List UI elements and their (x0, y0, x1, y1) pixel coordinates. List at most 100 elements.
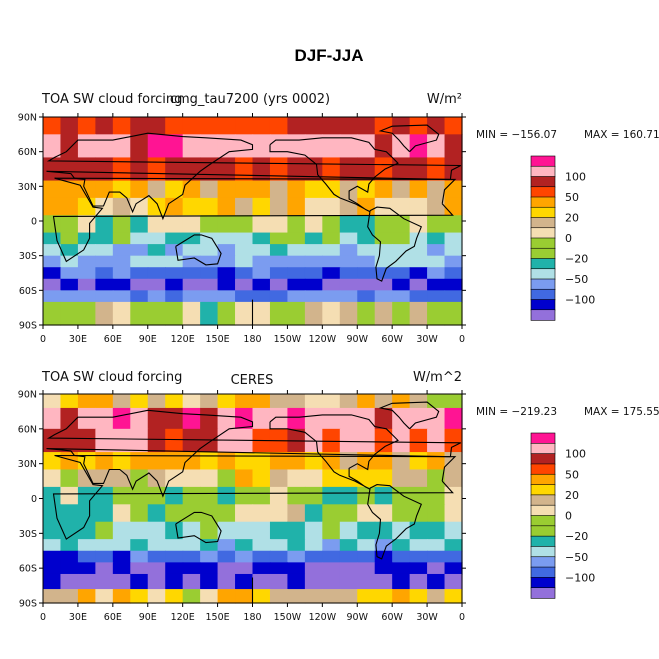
field-cell (444, 232, 463, 245)
field-cell (409, 267, 428, 280)
field-cell (165, 117, 184, 135)
x-tick-label: 0 (459, 612, 465, 623)
field-cell (339, 255, 358, 268)
field-cell (147, 521, 166, 540)
field-cell (217, 290, 236, 303)
field-cell (444, 197, 463, 216)
field-cell (112, 550, 131, 563)
field-cell (147, 244, 166, 257)
x-tick-label: 0 (40, 334, 46, 345)
field-cell (269, 452, 289, 471)
field-cell (77, 278, 96, 291)
field-cell (392, 290, 411, 303)
field-cell (217, 452, 236, 471)
panel-left-title: TOA SW cloud forcing (41, 370, 182, 385)
field-cell (147, 452, 166, 471)
field-cell (409, 452, 428, 471)
field-cell (77, 539, 96, 552)
field-cell (147, 267, 166, 280)
field-cell (60, 428, 79, 453)
field-cell (322, 539, 341, 552)
field-cell (374, 255, 393, 268)
field-cell (287, 197, 306, 216)
field-cell (147, 157, 166, 182)
field-cell (427, 589, 446, 604)
field-cell (200, 504, 219, 523)
field-cell (427, 550, 446, 563)
field-cell (322, 573, 341, 590)
field-cell (322, 469, 341, 488)
field-cell (392, 134, 411, 159)
field-cell (147, 232, 166, 245)
x-tick-label: 30W (416, 612, 438, 623)
field-cell (130, 452, 149, 471)
field-cell (200, 589, 219, 604)
field-cell (182, 428, 201, 453)
field-cell (304, 197, 323, 216)
field-cell (60, 180, 79, 199)
field-cell (217, 197, 236, 216)
field-cell (322, 407, 341, 430)
field-cell (304, 232, 323, 245)
field-cell (304, 589, 323, 604)
field-cell (95, 232, 114, 245)
field-cell (95, 157, 114, 182)
field-cell (130, 573, 149, 590)
field-cell (357, 180, 376, 199)
field-cell (77, 117, 96, 135)
field-cell (182, 117, 201, 135)
colorbar-box (530, 587, 556, 599)
field-cell (217, 521, 236, 540)
field-cell (147, 394, 166, 409)
field-cell (182, 215, 201, 234)
panel-left-title: TOA SW cloud forcing (41, 92, 182, 107)
field-cell (95, 504, 114, 523)
field-cell (77, 407, 96, 430)
field-cell (200, 452, 219, 471)
field-cell (217, 232, 236, 245)
field-cell (43, 215, 62, 234)
colorbar-box (530, 577, 556, 589)
field-cell (60, 407, 79, 430)
field-cell (409, 134, 428, 159)
field-cell (339, 407, 358, 430)
field-cell (217, 504, 236, 523)
field-cell (374, 244, 393, 257)
field-cell (95, 301, 114, 326)
field-cell (112, 394, 131, 409)
field-cell (200, 117, 219, 135)
field-cell (252, 244, 271, 257)
coastline (269, 414, 399, 490)
field-cell (287, 573, 306, 590)
field-cell (217, 244, 236, 257)
field-cell (304, 573, 323, 590)
field-cell (182, 539, 201, 552)
y-tick-label: 90S (19, 321, 37, 332)
x-tick-label: 90E (139, 334, 157, 345)
field-cell (43, 278, 62, 291)
field-cell (339, 290, 358, 303)
field-cell (217, 267, 236, 280)
field-cell (130, 134, 149, 159)
field-cell (322, 290, 341, 303)
field-cell (95, 267, 114, 280)
field-cell (60, 232, 79, 245)
field-cell (357, 521, 376, 540)
field-cell (269, 180, 289, 199)
field-cell (304, 180, 323, 199)
field-cell (357, 469, 376, 488)
field-cell (235, 550, 254, 563)
field-cell (165, 255, 184, 268)
field-cell (427, 469, 446, 488)
colorbar-box (530, 566, 556, 579)
field-cell (392, 539, 411, 552)
field-cell (182, 452, 201, 471)
min-label: MIN = −156.07 (476, 129, 557, 141)
field-cell (357, 539, 376, 552)
field-cell (322, 301, 341, 326)
field-cell (427, 521, 446, 540)
colorbar: 100 50 20 0 −20 −50 −100 (530, 432, 595, 599)
field-cell (409, 469, 428, 488)
field-cell (252, 255, 271, 268)
field-cell (112, 278, 131, 291)
